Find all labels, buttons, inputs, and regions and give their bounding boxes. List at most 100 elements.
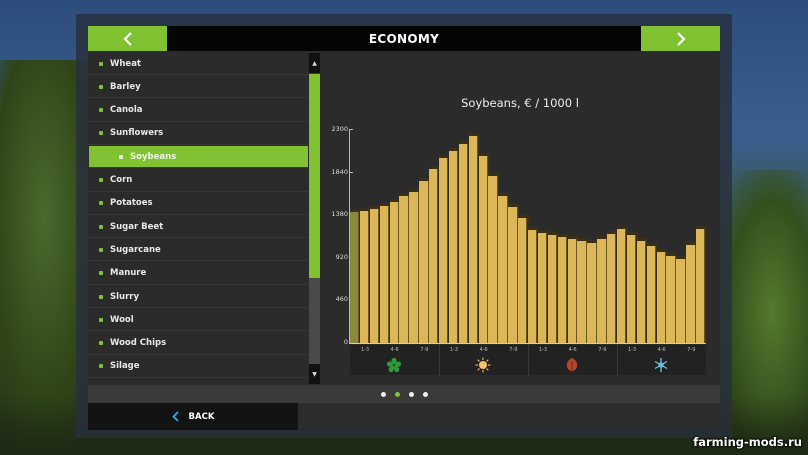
price-bar: [656, 251, 666, 343]
page-title: ECONOMY: [368, 31, 440, 46]
price-bar: [696, 229, 706, 343]
x-tick-label: 7-9: [420, 347, 429, 353]
bullet-icon: [99, 317, 103, 322]
next-page-button[interactable]: [641, 26, 720, 51]
list-item-barley[interactable]: Barley: [88, 76, 308, 99]
bullet-icon: [99, 247, 103, 252]
scroll-thumb[interactable]: [309, 74, 320, 278]
price-bar: [419, 180, 429, 343]
x-axis-line: [350, 343, 706, 344]
bullet-icon: [99, 178, 103, 182]
page-indicator: [88, 385, 720, 403]
list-item-corn[interactable]: Corn: [88, 170, 308, 192]
price-bar: [567, 239, 577, 343]
winter-snowflake-icon: [653, 357, 669, 373]
list-item-soybeans[interactable]: Soybeans: [89, 146, 308, 169]
list-item-sugarcane[interactable]: Sugarcane: [88, 239, 308, 262]
price-bar: [587, 242, 597, 343]
season-divider: [617, 345, 618, 375]
list-item-label: Corn: [110, 175, 133, 185]
price-bar: [429, 169, 439, 343]
price-bar: [537, 232, 548, 343]
price-bar: [547, 235, 558, 343]
list-scrollbar[interactable]: ▲ ▼: [309, 53, 320, 384]
price-bar: [478, 155, 488, 343]
chevron-left-icon: [122, 31, 132, 46]
price-bar: [458, 143, 469, 343]
watermark: farming-mods.ru: [693, 435, 802, 449]
price-bar: [646, 245, 657, 343]
page-dot-1[interactable]: [380, 391, 386, 397]
price-bar: [528, 230, 538, 343]
bullet-icon: [99, 364, 103, 369]
list-item-label: Potatoes: [110, 198, 153, 209]
y-tick-label: 2300: [320, 125, 353, 133]
y-tick-label: 1380: [320, 210, 353, 218]
list-item-label: Barley: [110, 81, 141, 92]
list-item-wheat[interactable]: Wheat: [88, 53, 308, 75]
list-item-slurry[interactable]: Slurry: [88, 286, 308, 308]
price-bar: [617, 229, 627, 343]
summer-sun-icon: [475, 357, 491, 373]
economy-window: ECONOMY Wheat Barley Canola Sunflowers Soybe…: [88, 26, 720, 430]
list-item-canola[interactable]: Canola: [88, 100, 308, 122]
y-axis-line: [349, 130, 350, 344]
list-item-wood-chips[interactable]: Wood Chips: [88, 333, 308, 355]
x-tick-label: 1-3: [627, 347, 637, 353]
page-dot-4[interactable]: [422, 391, 428, 397]
price-bar: [399, 195, 409, 343]
season-divider: [528, 345, 529, 375]
season-axis: 1-3 4-6 7-9 1-3 4-6 7-9 1-3 4-6 7-9 1-3 4-6 7-9: [350, 345, 706, 375]
spring-flower-icon: [386, 357, 402, 373]
bullet-icon: [99, 61, 103, 66]
x-tick-label: 1-3: [360, 347, 370, 353]
arrow-up-icon: ▲: [312, 59, 317, 67]
list-item-label: Sunflowers: [110, 128, 164, 139]
list-item-label: Silage: [110, 361, 140, 372]
list-item-manure[interactable]: Manure: [88, 263, 308, 285]
price-bar: [350, 211, 360, 343]
y-tick-label: 920: [320, 253, 353, 261]
list-item-potatoes[interactable]: Potatoes: [88, 193, 308, 215]
arrow-down-icon: ▼: [312, 370, 317, 378]
price-bar: [498, 195, 508, 343]
bullet-icon: [119, 154, 123, 159]
list-item-silage[interactable]: Silage: [88, 356, 308, 378]
list-item-label: Manure: [110, 268, 147, 279]
list-item-sugar-beet[interactable]: Sugar Beet: [88, 216, 308, 239]
bullet-icon: [99, 341, 103, 346]
scroll-down-button[interactable]: ▼: [309, 364, 320, 384]
price-bar: [636, 240, 647, 343]
price-bar: [577, 240, 587, 343]
y-tick-label: 0: [320, 338, 353, 346]
bullet-icon: [99, 84, 103, 89]
list-item-sunflowers[interactable]: Sunflowers: [88, 123, 308, 145]
scroll-up-button[interactable]: ▲: [309, 53, 320, 73]
price-chart: Soybeans, € / 1000 l 0 460 920 1380 1840 2300…: [320, 51, 720, 385]
x-tick-label: 4-6: [390, 347, 399, 353]
price-bar: [379, 205, 390, 343]
previous-page-button[interactable]: [88, 26, 167, 51]
chevron-right-icon: [676, 31, 686, 46]
list-item-label: Canola: [110, 105, 143, 116]
price-bar: [369, 209, 380, 343]
page-dot-3[interactable]: [408, 391, 414, 397]
scroll-track[interactable]: [309, 278, 320, 364]
list-item-label: Wheat: [110, 58, 141, 69]
list-item-label: Wood Chips: [110, 338, 167, 349]
x-tick-label: 7-9: [687, 347, 696, 353]
back-button[interactable]: BACK: [88, 403, 298, 430]
price-bar: [359, 210, 370, 343]
x-tick-label: 1-3: [538, 347, 548, 353]
x-tick-label: 4-6: [568, 347, 577, 353]
bullet-icon: [99, 224, 103, 229]
bullet-icon: [99, 108, 103, 113]
price-bar: [389, 201, 399, 343]
chevron-left-icon: [171, 411, 179, 422]
footer-bar: BACK: [88, 403, 720, 430]
list-item-wool[interactable]: Wool: [88, 309, 308, 332]
price-bar: [518, 217, 528, 343]
price-bar: [666, 255, 676, 343]
page-dot-2[interactable]: [394, 391, 400, 397]
x-tick-label: 4-6: [657, 347, 666, 353]
